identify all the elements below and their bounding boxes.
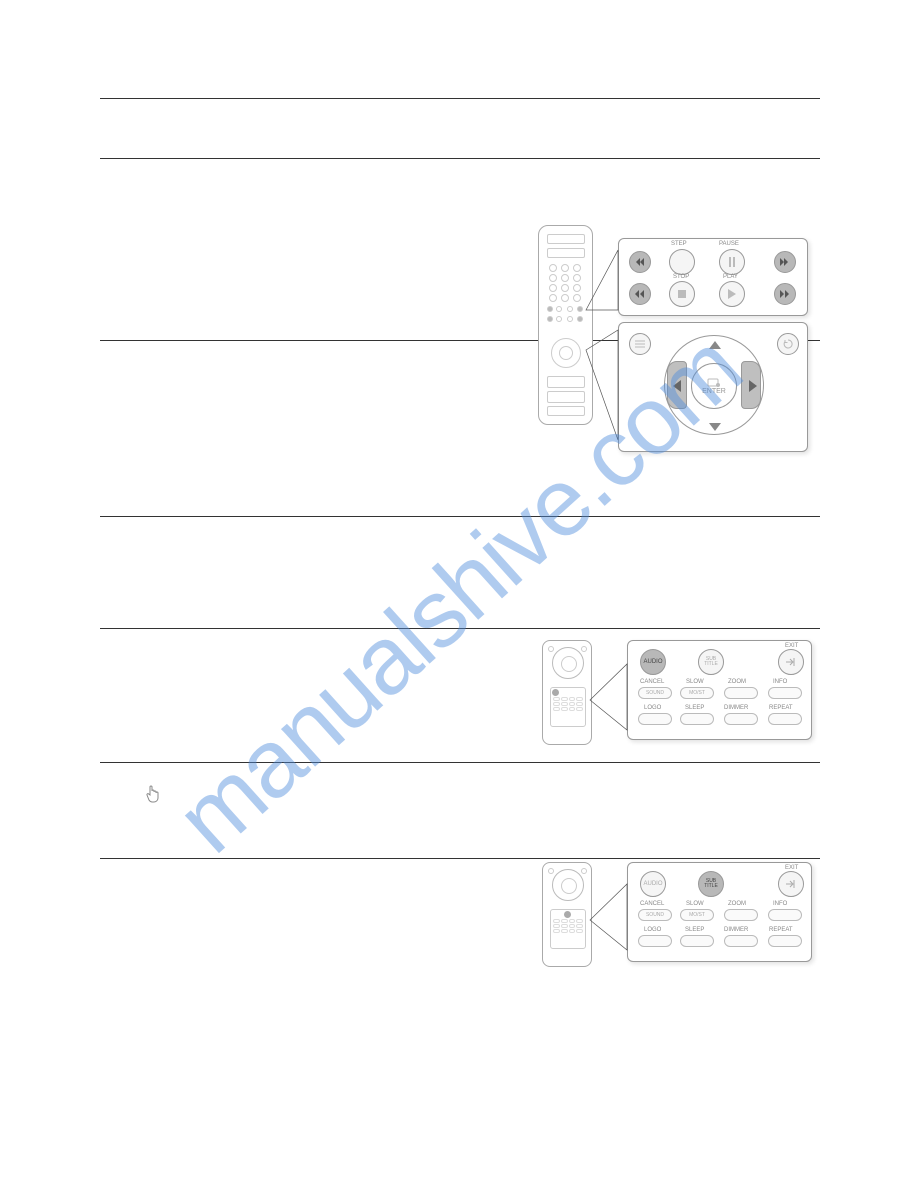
dpad-down-icon — [709, 423, 721, 431]
rule — [100, 628, 820, 629]
panel-buttons-audio: AUDIO SUB TITLE EXIT CANCEL SLOW ZOOM IN… — [627, 640, 812, 740]
sleep-button-2[interactable] — [680, 935, 714, 947]
pause-button[interactable] — [719, 249, 745, 275]
sleep-button[interactable] — [680, 713, 714, 725]
dimmer-button[interactable] — [724, 713, 758, 725]
dpad-right[interactable] — [741, 361, 761, 409]
most-button[interactable]: MO/ST — [680, 687, 714, 699]
play-button[interactable] — [719, 281, 745, 307]
logo-button-2[interactable] — [638, 935, 672, 947]
rewind-button[interactable] — [629, 283, 651, 305]
pill-3b[interactable] — [724, 909, 758, 921]
next-track-button[interactable] — [774, 251, 796, 273]
panel-dpad: ENTER — [618, 322, 808, 452]
enter-button[interactable]: ENTER — [691, 363, 737, 409]
rule — [100, 98, 820, 99]
subtitle-button[interactable]: SUB TITLE — [698, 649, 724, 675]
exit-button-2[interactable] — [778, 871, 804, 897]
prev-track-button[interactable] — [629, 251, 651, 273]
pill-4b[interactable] — [768, 909, 802, 921]
repeat-button[interactable] — [768, 713, 802, 725]
most-button-2[interactable]: MO/ST — [680, 909, 714, 921]
step-button[interactable] — [669, 249, 695, 275]
panel-playback: STEP PAUSE STOP PLAY — [618, 238, 808, 316]
dpad-left[interactable] — [667, 361, 687, 409]
hand-icon — [145, 785, 161, 806]
exit-button[interactable] — [778, 649, 804, 675]
pill-3[interactable] — [724, 687, 758, 699]
ffwd-button[interactable] — [774, 283, 796, 305]
label-pause: PAUSE — [719, 241, 739, 247]
callout-lines — [0, 0, 918, 1188]
subtitle-button-2[interactable]: SUB TITLE — [698, 871, 724, 897]
page-root: manualshive.com — [0, 0, 918, 1188]
panel-buttons-subtitle: AUDIO SUB TITLE EXIT CANCEL SLOW ZOOM IN… — [627, 862, 812, 962]
rule — [100, 858, 820, 859]
menu-button[interactable] — [629, 333, 651, 355]
rule — [100, 762, 820, 763]
audio-button[interactable]: AUDIO — [640, 649, 666, 675]
cancel-button[interactable]: SOUND — [638, 687, 672, 699]
label-step: STEP — [671, 241, 687, 247]
remote-full — [538, 225, 593, 425]
pill-4[interactable] — [768, 687, 802, 699]
repeat-button-2[interactable] — [768, 935, 802, 947]
stop-button[interactable] — [669, 281, 695, 307]
audio-button-2[interactable]: AUDIO — [640, 871, 666, 897]
enter-label: ENTER — [702, 388, 726, 395]
remote-mini-2 — [542, 862, 592, 967]
label-play: PLAY — [723, 274, 738, 280]
dimmer-button-2[interactable] — [724, 935, 758, 947]
remote-mini-1 — [542, 640, 592, 745]
cancel-button-2[interactable]: SOUND — [638, 909, 672, 921]
dpad-up-icon — [709, 341, 721, 349]
rule — [100, 516, 820, 517]
logo-button[interactable] — [638, 713, 672, 725]
label-stop: STOP — [673, 274, 689, 280]
rule — [100, 158, 820, 159]
return-button[interactable] — [777, 333, 799, 355]
